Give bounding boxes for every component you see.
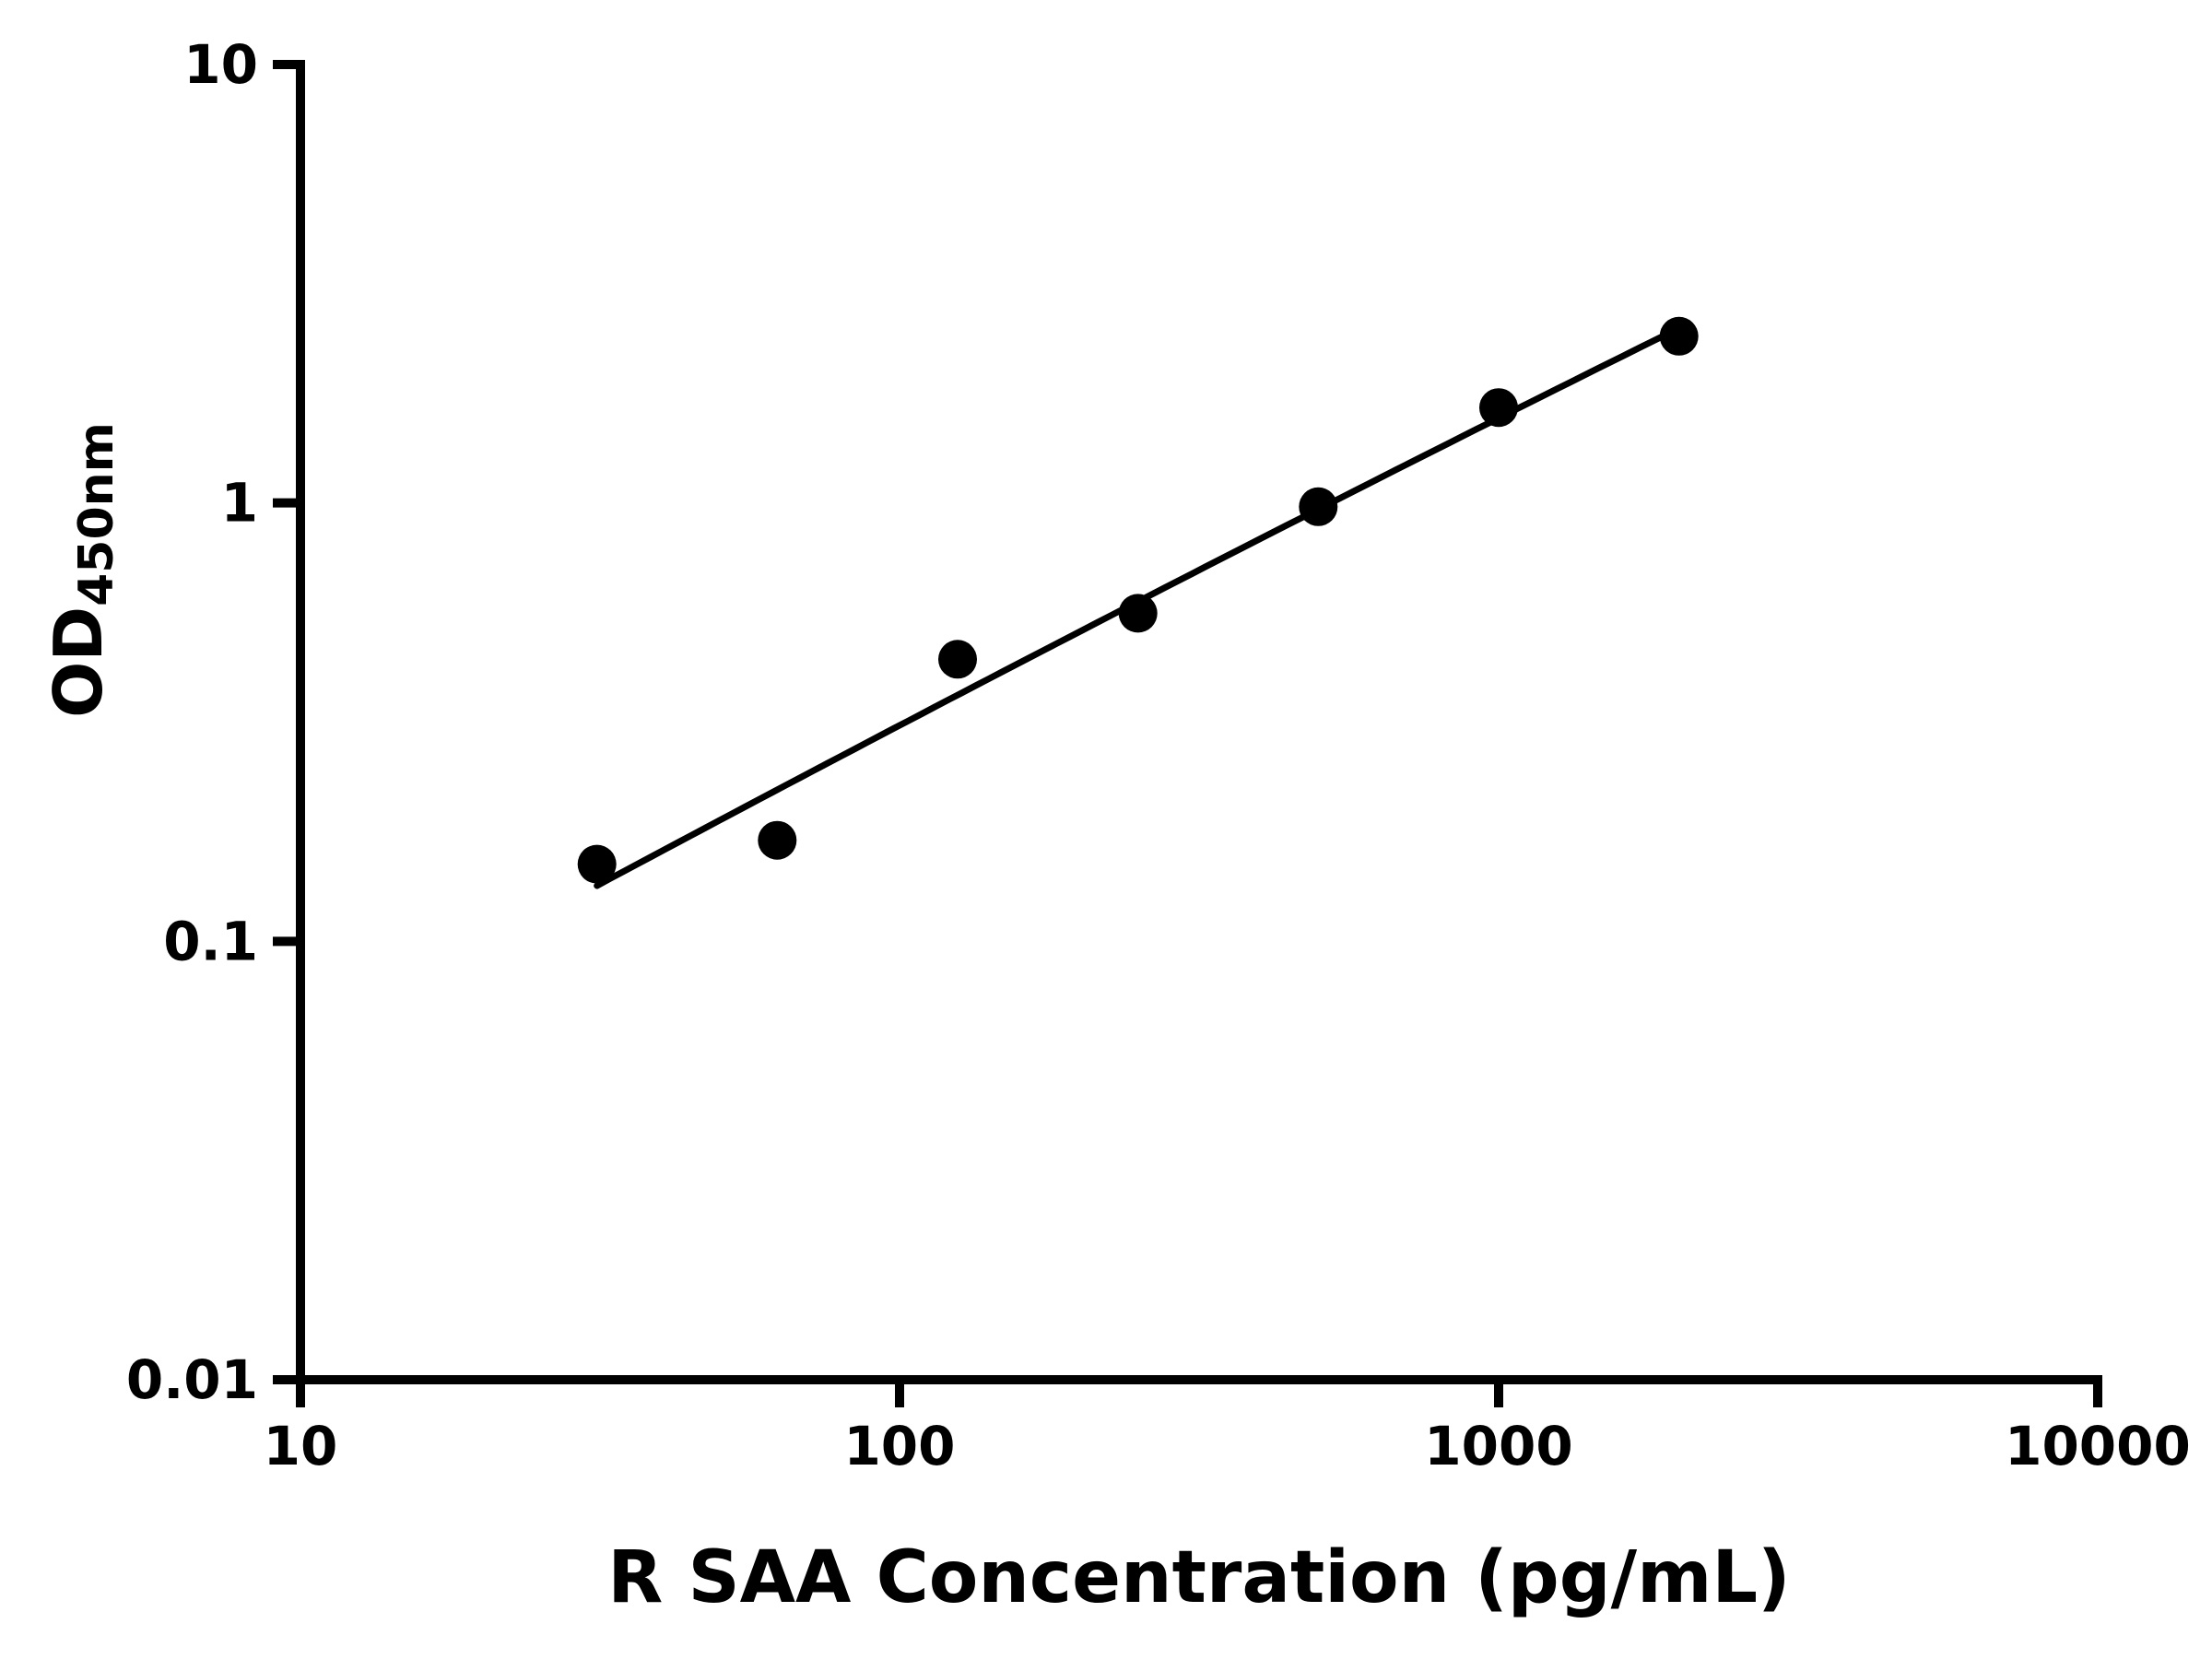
y-axis-title-subscript: 450nm xyxy=(69,422,124,606)
y-tick-label: 10 xyxy=(183,33,258,96)
x-tick-label: 1000 xyxy=(1424,1415,1572,1477)
x-tick-label: 100 xyxy=(843,1415,955,1477)
data-points xyxy=(577,316,1699,884)
axes xyxy=(273,60,2102,1407)
data-point xyxy=(938,640,977,679)
data-point xyxy=(758,820,797,860)
y-tick-label: 0.1 xyxy=(163,910,258,972)
data-point xyxy=(1118,594,1158,633)
data-point xyxy=(1299,487,1338,526)
tick-labels: 10 100 1000 10000 10 1 0.1 0.01 xyxy=(126,33,2191,1477)
data-point xyxy=(1479,388,1518,428)
x-tick-label: 10000 xyxy=(2005,1415,2191,1477)
y-tick-label: 1 xyxy=(221,472,258,535)
x-axis-title: R SAA Concentration (pg/mL) xyxy=(607,1536,1790,1619)
x-tick-label: 10 xyxy=(264,1415,338,1477)
y-tick-label: 0.01 xyxy=(126,1348,258,1411)
y-axis-title: OD450nm xyxy=(40,422,124,718)
data-point xyxy=(1659,316,1699,356)
data-point xyxy=(577,844,617,884)
y-axis-title-main: OD xyxy=(40,606,117,718)
